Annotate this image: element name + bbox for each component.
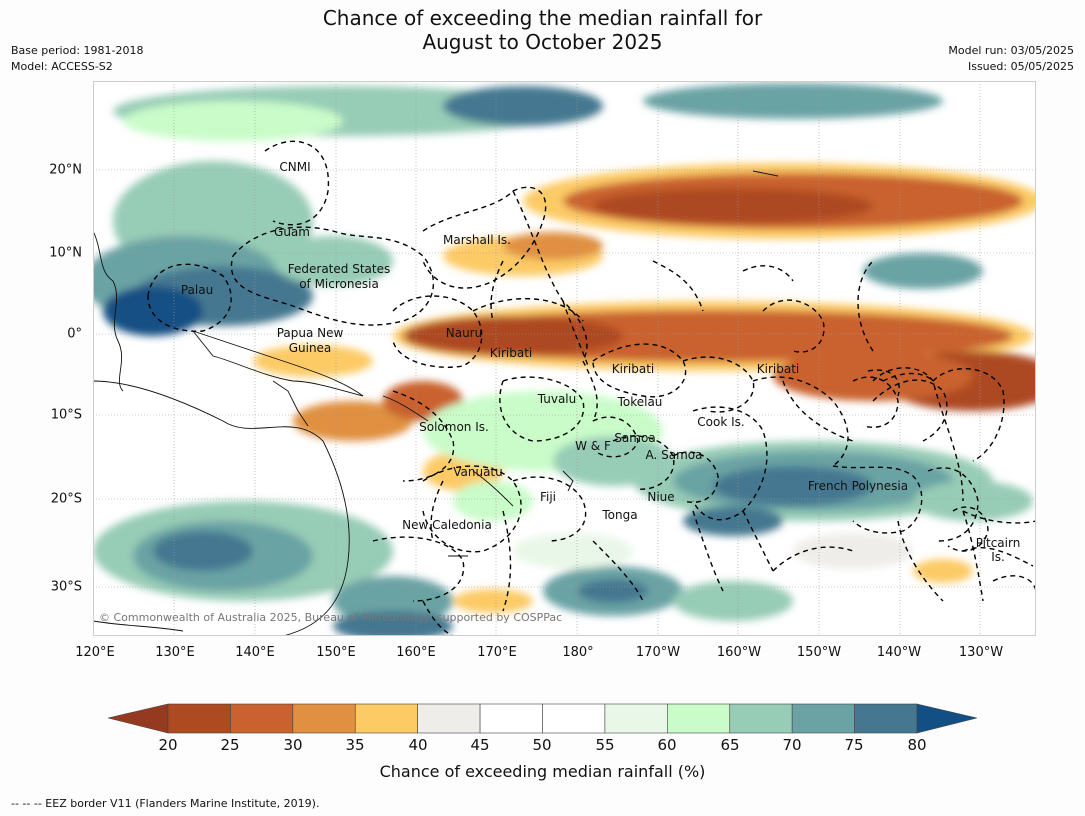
lon-label-140w: 140°W [876, 645, 922, 660]
cb-tick-35: 35 [345, 736, 365, 754]
label-tokelau: Tokelau [617, 395, 663, 409]
lon-label-160e: 160°E [396, 645, 436, 660]
eez-footnote: -- -- -- EEZ border V11 (Flanders Marine… [11, 797, 320, 810]
cb-tick-60: 60 [657, 736, 677, 754]
label-new-caledonia: New Caledonia [402, 518, 492, 532]
label-fiji: Fiji [540, 490, 556, 504]
lon-label-150e: 150°E [316, 645, 356, 660]
lon-label-120e: 120°E [75, 645, 115, 660]
rainfall-field [93, 83, 1036, 636]
colorbar [107, 703, 978, 734]
label-pitcairn-2: Is. [991, 550, 1005, 564]
cb-tick-20: 20 [158, 736, 178, 754]
colorbar-cell [791, 703, 855, 734]
meta-right: Model run: 03/05/2025 Issued: 05/05/2025 [948, 43, 1074, 75]
cb-tick-50: 50 [532, 736, 552, 754]
colorbar-cell [479, 703, 543, 734]
rainfall-map: CNMI Guam Federated States of Micronesia… [93, 81, 1036, 636]
cb-tick-55: 55 [595, 736, 615, 754]
lon-label-140e: 140°E [235, 645, 275, 660]
label-solomon: Solomon Is. [419, 420, 489, 434]
colorbar-title: Chance of exceeding median rainfall (%) [379, 762, 706, 781]
colorbar-under-arrow [107, 703, 169, 734]
label-niue: Niue [647, 490, 674, 504]
cb-tick-45: 45 [470, 736, 490, 754]
label-vanuatu: Vanuatu [453, 465, 503, 479]
label-cook: Cook Is. [697, 415, 744, 429]
label-png-2: Guinea [289, 341, 332, 355]
model-name: Model: ACCESS-S2 [11, 60, 113, 73]
colorbar-cell [854, 703, 918, 734]
label-american-samoa: A. Samoa [646, 448, 703, 462]
lon-label-130e: 130°E [155, 645, 195, 660]
label-png-1: Papua New [277, 326, 344, 340]
lon-label-170w: 170°W [635, 645, 681, 660]
colorbar-cell [542, 703, 606, 734]
label-fsm-1: Federated States [288, 262, 390, 276]
base-period: Base period: 1981-2018 [11, 44, 144, 57]
copyright-notice: © Commonwealth of Australia 2025, Bureau… [99, 611, 562, 624]
colorbar-cells [167, 703, 918, 734]
colorbar-cell [667, 703, 731, 734]
lon-label-150w: 150°W [796, 645, 842, 660]
place-labels: CNMI Guam Federated States of Micronesia… [181, 160, 1020, 564]
label-marshall: Marshall Is. [443, 233, 511, 247]
lat-label-30s: 30°S [50, 579, 82, 595]
colorbar-cell [230, 703, 294, 734]
cb-tick-40: 40 [408, 736, 428, 754]
colorbar-cell [604, 703, 668, 734]
cb-tick-80: 80 [907, 736, 927, 754]
label-palau: Palau [181, 283, 213, 297]
title-line-1: Chance of exceeding the median rainfall … [322, 6, 763, 30]
lon-label-170e: 170°E [477, 645, 517, 660]
label-cnmi: CNMI [279, 160, 310, 174]
label-kiribati-east: Kiribati [757, 362, 799, 376]
colorbar-cell [729, 703, 793, 734]
label-nauru: Nauru [446, 326, 482, 340]
colorbar-cell [354, 703, 418, 734]
colorbar-cell [417, 703, 481, 734]
colorbar-cell [292, 703, 356, 734]
label-kiribati-central: Kiribati [612, 362, 654, 376]
label-fsm-2: of Micronesia [299, 277, 379, 291]
lat-label-10n: 10°N [49, 245, 82, 261]
lon-label-160w: 160°W [716, 645, 762, 660]
coastlines [93, 170, 779, 636]
label-kiribati-west: Kiribati [490, 346, 532, 360]
issued-date: Issued: 05/05/2025 [967, 60, 1074, 73]
eez-borders [147, 140, 1036, 636]
label-tonga: Tonga [601, 508, 637, 522]
label-wallis-futuna: W & F [575, 439, 611, 453]
label-guam: Guam [274, 225, 310, 239]
meta-left: Base period: 1981-2018 Model: ACCESS-S2 [11, 43, 143, 75]
title-line-2: August to October 2025 [422, 30, 663, 54]
lat-label-20s: 20°S [50, 491, 82, 507]
cb-tick-75: 75 [844, 736, 864, 754]
lon-label-130w: 130°W [958, 645, 1004, 660]
lat-label-20n: 20°N [49, 162, 82, 178]
label-tuvalu: Tuvalu [537, 392, 577, 406]
colorbar-cell [167, 703, 231, 734]
cb-tick-25: 25 [220, 736, 240, 754]
label-french-polynesia: French Polynesia [808, 479, 908, 493]
cb-tick-30: 30 [283, 736, 303, 754]
lat-label-0: 0° [67, 326, 82, 342]
colorbar-over-arrow [916, 703, 978, 734]
map-title: Chance of exceeding the median rainfall … [0, 6, 1085, 54]
cb-tick-70: 70 [782, 736, 802, 754]
label-pitcairn-1: Pitcairn [976, 536, 1021, 550]
cb-tick-65: 65 [720, 736, 740, 754]
graticule [93, 81, 1036, 636]
map-frame [93, 81, 1036, 636]
lat-label-10s: 10°S [50, 407, 82, 423]
lon-label-180: 180° [562, 645, 594, 660]
label-samoa: Samoa [614, 431, 655, 445]
model-run: Model run: 03/05/2025 [948, 44, 1074, 57]
